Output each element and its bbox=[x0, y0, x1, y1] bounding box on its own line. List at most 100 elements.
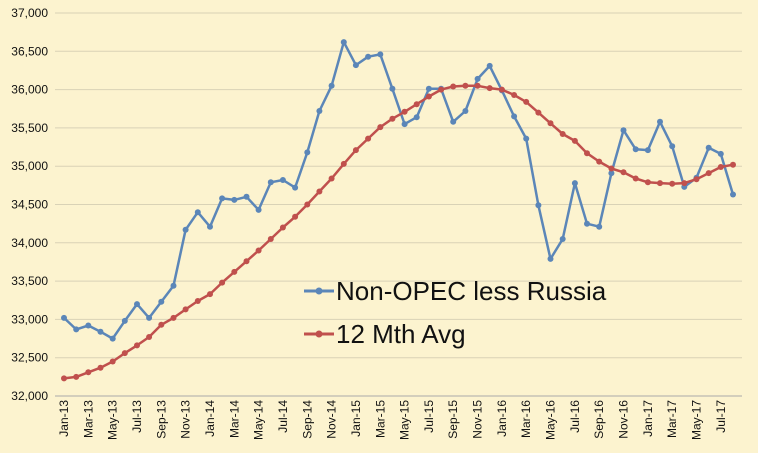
x-tick-label: Jan-17 bbox=[641, 400, 655, 437]
x-tick-label: Mar-17 bbox=[665, 400, 679, 438]
legend-item-non-opec: Non-OPEC less Russia bbox=[304, 276, 607, 306]
data-point bbox=[207, 291, 213, 298]
data-point bbox=[304, 149, 311, 156]
data-point bbox=[571, 180, 578, 187]
data-point bbox=[340, 39, 347, 46]
x-tick-label: Sep-14 bbox=[300, 400, 314, 439]
data-point bbox=[413, 114, 420, 121]
data-point bbox=[158, 298, 165, 305]
data-point bbox=[73, 326, 80, 333]
data-point bbox=[279, 224, 286, 231]
data-point bbox=[730, 191, 736, 198]
data-point bbox=[657, 118, 663, 125]
y-tick-label: 34,000 bbox=[11, 236, 48, 250]
x-tick-label: Jul-13 bbox=[130, 400, 144, 433]
series-12mth-avg bbox=[61, 82, 736, 382]
data-point bbox=[717, 164, 724, 170]
data-point bbox=[279, 177, 286, 183]
data-point bbox=[292, 184, 299, 191]
data-point bbox=[717, 150, 724, 157]
data-point bbox=[462, 82, 469, 89]
series-line bbox=[63, 40, 735, 340]
x-tick-label: May-15 bbox=[398, 400, 412, 440]
y-tick-label: 35,500 bbox=[11, 121, 48, 135]
data-point bbox=[523, 98, 530, 105]
y-tick-label: 36,500 bbox=[11, 44, 48, 58]
data-point bbox=[705, 170, 712, 177]
data-point bbox=[462, 108, 469, 114]
data-point bbox=[547, 255, 554, 262]
data-point bbox=[134, 301, 140, 308]
legend-label-non-opec: Non-OPEC less Russia bbox=[336, 276, 607, 306]
x-tick-label: Mar-13 bbox=[81, 400, 95, 438]
data-point bbox=[486, 85, 493, 92]
data-point bbox=[194, 298, 201, 304]
data-point bbox=[401, 121, 408, 128]
data-point bbox=[231, 268, 238, 275]
data-point bbox=[182, 306, 189, 313]
data-point bbox=[644, 147, 651, 154]
data-point bbox=[267, 179, 274, 186]
data-point bbox=[425, 85, 432, 92]
series-non-opec bbox=[61, 39, 736, 342]
y-tick-label: 32,000 bbox=[11, 389, 48, 403]
data-point bbox=[328, 82, 335, 89]
x-tick-label: Jul-15 bbox=[422, 400, 436, 433]
x-tick-label: Mar-16 bbox=[519, 400, 533, 438]
data-point bbox=[498, 86, 505, 93]
data-point bbox=[535, 109, 542, 116]
data-point bbox=[596, 158, 603, 165]
x-tick-label: Nov-14 bbox=[325, 400, 339, 439]
data-point bbox=[632, 146, 639, 153]
x-tick-label: Sep-13 bbox=[154, 400, 168, 439]
y-tick-label: 34,500 bbox=[11, 198, 48, 212]
data-point bbox=[644, 179, 651, 186]
data-point bbox=[474, 75, 481, 82]
data-point bbox=[669, 143, 676, 150]
data-point bbox=[523, 135, 530, 142]
data-point bbox=[669, 180, 676, 187]
legend-label-12mth-avg: 12 Mth Avg bbox=[336, 319, 466, 349]
y-axis-ticks: 32,000 32,500 33,000 33,500 34,000 34,500 35,0… bbox=[11, 6, 48, 403]
data-point bbox=[681, 180, 688, 187]
data-point bbox=[511, 92, 518, 98]
data-point bbox=[146, 334, 153, 340]
data-point bbox=[511, 113, 518, 120]
x-tick-label: Sep-15 bbox=[446, 400, 460, 439]
x-tick-label: Jan-15 bbox=[349, 400, 363, 437]
data-point bbox=[547, 120, 554, 127]
data-point bbox=[328, 175, 335, 182]
data-point bbox=[219, 195, 226, 202]
data-point bbox=[243, 258, 250, 265]
data-point bbox=[450, 83, 457, 90]
data-point bbox=[608, 165, 615, 172]
data-point bbox=[584, 220, 590, 227]
y-tick-label: 33,500 bbox=[11, 274, 48, 288]
data-point bbox=[97, 364, 104, 371]
data-point bbox=[134, 342, 140, 349]
data-point bbox=[559, 236, 566, 242]
x-tick-label: Mar-15 bbox=[373, 400, 387, 438]
y-tick-label: 37,000 bbox=[11, 6, 48, 20]
data-point bbox=[438, 86, 445, 93]
data-point bbox=[85, 322, 92, 329]
data-point bbox=[194, 209, 201, 216]
data-point bbox=[243, 193, 250, 200]
y-tick-label: 33,000 bbox=[11, 312, 48, 326]
data-point bbox=[352, 62, 359, 69]
legend-item-12mth-avg: 12 Mth Avg bbox=[304, 319, 466, 349]
data-point bbox=[693, 176, 700, 183]
data-point bbox=[267, 236, 274, 242]
x-tick-label: Jan-13 bbox=[57, 400, 71, 437]
data-point bbox=[730, 161, 736, 168]
data-point bbox=[121, 350, 128, 357]
data-point bbox=[365, 53, 372, 60]
legend-marker-non-opec bbox=[315, 287, 323, 295]
data-point bbox=[158, 321, 165, 328]
x-tick-label: Mar-14 bbox=[227, 400, 241, 438]
data-point bbox=[401, 108, 408, 115]
x-tick-label: Jan-14 bbox=[203, 400, 217, 437]
data-point bbox=[146, 314, 153, 321]
data-point bbox=[474, 82, 481, 89]
